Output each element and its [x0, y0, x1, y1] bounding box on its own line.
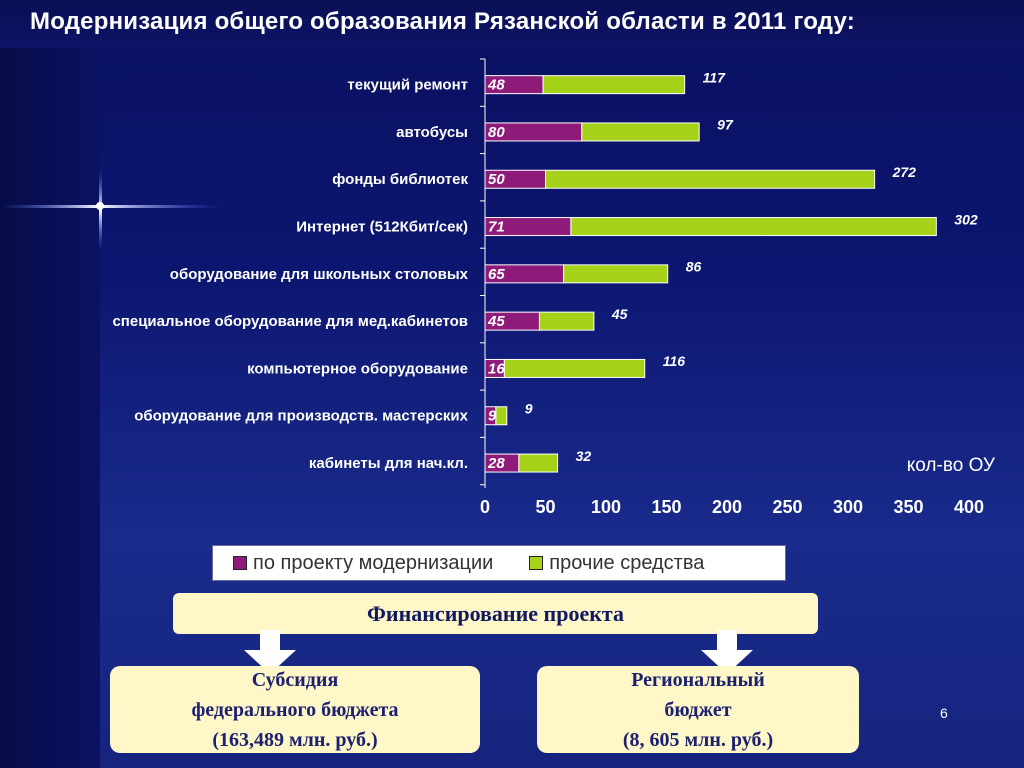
x-tick-label: 100 [591, 497, 621, 517]
bar-other [518, 453, 559, 473]
data-label-project: 71 [488, 219, 505, 236]
federal-budget-card: Субсидия федерального бюджета (163,489 м… [110, 666, 480, 753]
data-label-project: 45 [487, 313, 505, 330]
x-tick-label: 350 [893, 497, 923, 517]
data-label-other: 86 [686, 259, 702, 275]
category-label: кабинеты для нач.кл. [309, 455, 468, 472]
x-tick-label: 150 [651, 497, 681, 517]
x-tick-label: 300 [833, 497, 863, 517]
data-label-project: 50 [488, 171, 505, 188]
financing-title: Финансирование проекта [367, 600, 624, 626]
x-tick-label: 250 [772, 497, 802, 517]
down-arrow-icon [244, 630, 296, 674]
category-label: специальное оборудование для мед.кабинет… [112, 313, 468, 330]
legend-swatch-project [233, 556, 247, 570]
data-label-project: 65 [488, 266, 505, 283]
data-label-other: 9 [525, 400, 533, 416]
x-tick-label: 0 [480, 497, 490, 517]
category-label: оборудование для производств. мастерских [134, 408, 468, 425]
header-band [0, 0, 1024, 48]
bar-other [581, 122, 700, 142]
regional-budget-card: Региональный бюджет (8, 605 млн. руб.) [537, 666, 859, 753]
category-label: компьютерное оборудование [247, 360, 468, 377]
data-label-other: 97 [717, 117, 734, 133]
regional-line-3: (8, 605 млн. руб.) [622, 728, 774, 751]
x-tick-label: 50 [535, 497, 555, 517]
legend-item-project: по проекту модернизации [233, 552, 493, 575]
legend-swatch-other [529, 556, 544, 570]
page-title: Модернизация общего образования Рязанско… [30, 8, 855, 35]
data-label-other: 117 [703, 69, 727, 85]
federal-line-2: федерального бюджета [191, 698, 399, 721]
legend-label-other: прочие средства [549, 551, 705, 574]
data-label-project: 16 [488, 360, 505, 377]
down-arrow-icon [701, 630, 753, 674]
bar-other [495, 406, 508, 426]
x-tick-label: 200 [712, 497, 742, 517]
data-label-project: 28 [487, 455, 505, 472]
data-label-other: 116 [663, 353, 686, 369]
federal-line-1: Субсидия [251, 668, 339, 691]
bar-chart: текущий ремонт 48 117 автобусы 80 97 фонды биб… [112, 69, 996, 517]
regional-line-2: бюджет [664, 698, 732, 721]
category-label: Интернет (512Кбит/сек) [296, 219, 468, 236]
data-label-other: 45 [611, 306, 628, 322]
financing-title-box: Финансирование проекта [173, 593, 818, 634]
data-label-project: 48 [487, 77, 505, 94]
bar-other [542, 75, 686, 95]
category-label: текущий ремонт [347, 77, 468, 94]
data-label-project: 80 [488, 124, 505, 141]
x-tick-label: 400 [954, 497, 984, 517]
federal-line-3: (163,489 млн. руб.) [212, 728, 378, 751]
bar-other [570, 217, 937, 237]
bar-other [538, 311, 595, 331]
legend-item-other: прочие средства [529, 552, 704, 575]
data-label-other: 32 [576, 448, 592, 464]
data-label-other: 272 [892, 164, 917, 180]
bar-other [503, 358, 646, 378]
legend-label-project: по проекту модернизации [253, 551, 494, 574]
bar-other [545, 169, 876, 189]
bar-other [563, 264, 669, 284]
regional-line-1: Региональный [631, 668, 765, 691]
category-label: автобусы [396, 124, 468, 141]
category-label: оборудование для школьных столовых [170, 266, 469, 283]
page-number: 6 [940, 705, 948, 721]
x-axis-title: кол-во ОУ [907, 455, 996, 476]
chart-legend: по проекту модернизации прочие средства [212, 545, 786, 581]
left-decor-strip [0, 0, 100, 768]
category-label: фонды библиотек [332, 171, 468, 188]
data-label-other: 302 [954, 211, 978, 227]
data-label-project: 9 [488, 408, 497, 425]
